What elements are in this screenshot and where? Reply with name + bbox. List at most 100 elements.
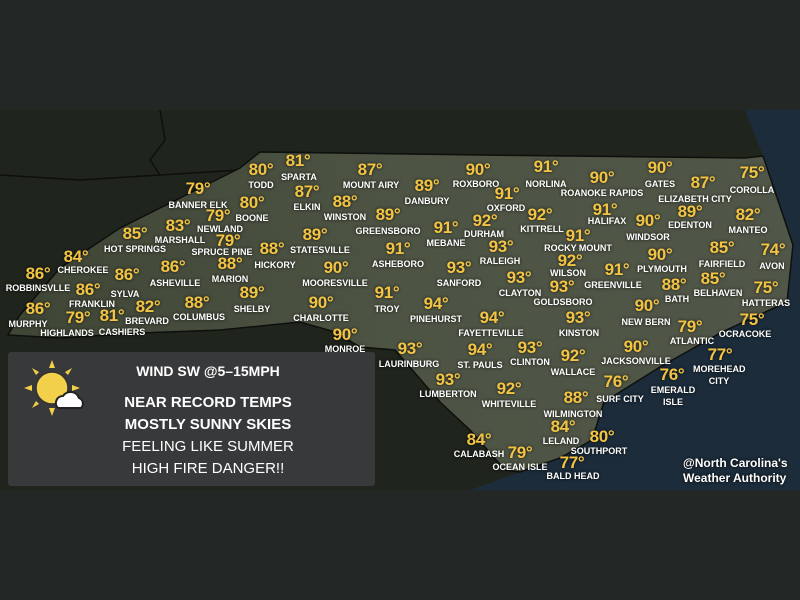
city-label-winston: WINSTON (323, 212, 367, 222)
city-label-atlantic: ATLANTIC (669, 336, 715, 346)
forecast-info-box: WIND SW @5–15MPH NEAR RECORD TEMPS MOSTL… (8, 352, 375, 486)
city-label-ocracoke: OCRACOKE (718, 329, 772, 339)
city-label-shelby: SHELBY (233, 304, 271, 314)
temp-troy: 91° (374, 283, 400, 302)
city-label-bald-head: BALD HEAD (546, 471, 600, 481)
temp-danbury: 89° (414, 176, 440, 195)
temp-murphy: 86° (25, 299, 51, 318)
temp-avon: 74° (760, 240, 786, 259)
temp-clayton: 93° (506, 268, 532, 287)
temp-cashiers: 81° (99, 306, 125, 325)
city-label-robbinsvlle: ROBBINSVLLE (5, 283, 71, 293)
temp-winston: 88° (332, 192, 358, 211)
temp-elizabeth-city: 87° (690, 173, 716, 192)
credit-line-2: Weather Authority (683, 471, 787, 485)
city-label-plymouth: PLYMOUTH (637, 264, 687, 274)
city-label-surf-city: SURF CITY (596, 394, 644, 404)
city-label-edenton: EDENTON (668, 220, 712, 230)
temp-elkin: 87° (294, 182, 320, 201)
temp-manteo: 82° (735, 205, 761, 224)
state-border-va-tn (149, 110, 166, 176)
city-label-clinton: CLINTON (510, 357, 550, 367)
temp-oxford: 91° (494, 184, 520, 203)
temp-spruce-pine: 79° (215, 231, 241, 250)
city-label-goldsboro: GOLDSBORO (533, 297, 593, 307)
headline-near-record: NEAR RECORD TEMPS (124, 394, 292, 411)
temp-st-pauls: 94° (467, 340, 493, 359)
temp-boone: 80° (239, 193, 265, 212)
city-label-marion: MARION (211, 274, 249, 284)
city-label-corolla: COROLLA (729, 185, 775, 195)
city-label-windsor: WINDSOR (626, 232, 670, 242)
temp-kinston: 93° (565, 308, 591, 327)
city-label-avon: AVON (759, 261, 785, 271)
city-label-kinston: KINSTON (558, 328, 600, 338)
city-label-mount-airy: MOUNT AIRY (342, 180, 400, 190)
temp-marion: 88° (217, 254, 243, 273)
city-label-elizabeth-city: ELIZABETH CITY (658, 194, 732, 204)
temp-mebane: 91° (433, 218, 459, 237)
city-label-calabash: CALABASH (453, 449, 505, 459)
city-label-wilson: WILSON (550, 268, 586, 278)
city-label-sylva: SYLVA (110, 289, 140, 299)
city-label-statesville: STATESVILLE (290, 245, 350, 255)
temp-bald-head: 77° (559, 453, 585, 472)
city-label-hatteras: HATTERAS (741, 298, 791, 308)
temp-asheville: 86° (160, 257, 186, 276)
city-label-columbus: COLUMBUS (173, 312, 225, 322)
city-label-norlina: NORLINA (525, 179, 567, 189)
city-label-greensboro: GREENSBORO (355, 226, 421, 236)
temp-mount-airy: 87° (357, 160, 383, 179)
city-label-halifax: HALIFAX (587, 216, 627, 226)
temp-greenville: 91° (604, 260, 630, 279)
city-label-manteo: MANTEO (728, 225, 768, 235)
city-label-cherokee: CHEROKEE (57, 265, 109, 275)
credit-line-1: @North Carolina's (683, 456, 788, 470)
credit-watermark: @North Carolina's Weather Authority (683, 456, 788, 486)
city-label-mebane: MEBANE (426, 238, 466, 248)
temp-kittrell: 92° (527, 205, 553, 224)
city-label-rocky-mount: ROCKY MOUNT (544, 243, 612, 253)
temp-halifax: 91° (592, 200, 618, 219)
temp-sanford: 93° (446, 258, 472, 277)
temp-greensboro: 89° (375, 205, 401, 224)
temp-wilmington: 88° (563, 388, 589, 407)
city-label-murphy: MURPHY (8, 319, 48, 329)
wind-text: WIND SW @5–15MPH (136, 363, 280, 379)
city-label-durham: DURHAM (464, 229, 504, 239)
city-label-pinehurst: PINEHURST (409, 314, 463, 324)
city-label-new-bern: NEW BERN (621, 317, 671, 327)
north-carolina-map: 80° TODD 81° SPARTA 79° BANNER ELK 80° BOONE 79°… (0, 110, 800, 490)
city-label-st-pauls: ST. PAULS (457, 360, 503, 370)
city-label-kittrell: KITTRELL (520, 224, 564, 234)
city-label-hot-springs: HOT SPRINGS (103, 244, 167, 254)
city-label-belhaven: BELHAVEN (693, 288, 743, 298)
city-label-charlotte: CHARLOTTE (293, 313, 349, 323)
temp-ocracoke: 75° (739, 310, 765, 329)
temp-emerald-isle: 76° (659, 365, 685, 384)
temp-roxboro: 90° (465, 160, 491, 179)
temp-ocean-isle: 79° (507, 443, 533, 462)
city-label-troy: TROY (374, 304, 400, 314)
city-label-clayton: CLAYTON (498, 288, 542, 298)
city-label-asheboro: ASHEBORO (371, 259, 425, 269)
city-label-danbury: DANBURY (404, 196, 450, 206)
city-label-todd: TODD (248, 180, 274, 190)
temp-raleigh: 93° (488, 237, 514, 256)
city-label-mooresville: MOORESVILLE (302, 278, 368, 288)
temp-marshall: 83° (165, 216, 191, 235)
temp-bath: 88° (661, 275, 687, 294)
temp-norlina: 91° (533, 157, 559, 176)
city-label-laurinburg: LAURINBURG (378, 359, 440, 369)
temp-goldsboro: 93° (549, 277, 575, 296)
temp-banner-elk: 79° (185, 179, 211, 198)
note-feeling: FEELING LIKE SUMMER (122, 438, 294, 455)
city-label-bath: BATH (664, 294, 690, 304)
temp-sylva: 86° (114, 265, 140, 284)
temp-belhaven: 85° (700, 269, 726, 288)
temp-pinehurst: 94° (423, 294, 449, 313)
city-label-fayetteville: FAYETTEVILLE (458, 328, 524, 338)
temp-sparta: 81° (285, 151, 311, 170)
city-label-raleigh: RALEIGH (479, 256, 521, 266)
city-label-roanoke-rapids: ROANOKE RAPIDS (560, 188, 644, 198)
